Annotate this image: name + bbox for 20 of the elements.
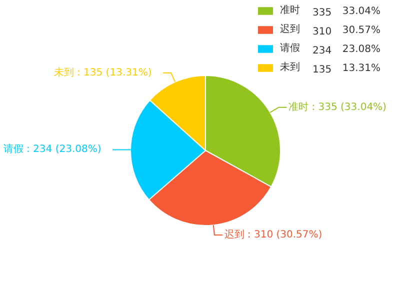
slice-label: 未到 [54,66,74,78]
text: 30.57% [342,25,381,36]
data-label: : 135 (13.31%) [76,67,152,78]
data-label: : 310 (30.57%) [247,230,322,241]
text: 23.08% [342,44,381,55]
text: 335 [312,8,332,18]
legend-label: 迟到 [280,23,300,36]
slice-label: 请假 [4,143,24,156]
text: 13.31% [342,63,381,74]
legend-label: 未到 [280,60,300,74]
data-label: : 234 (23.08%) [26,144,102,156]
text: 135 [312,64,332,76]
text: 33.04% [342,6,381,17]
text: 310 [312,26,332,38]
slice-label: 准时 [288,100,309,113]
legend-label: 请假 [280,42,300,55]
legend-label: 准时 [280,4,300,17]
data-label: : 335 (33.04%) [312,102,387,113]
text: 234 [312,46,332,56]
slice-label: 迟到 [224,228,244,241]
